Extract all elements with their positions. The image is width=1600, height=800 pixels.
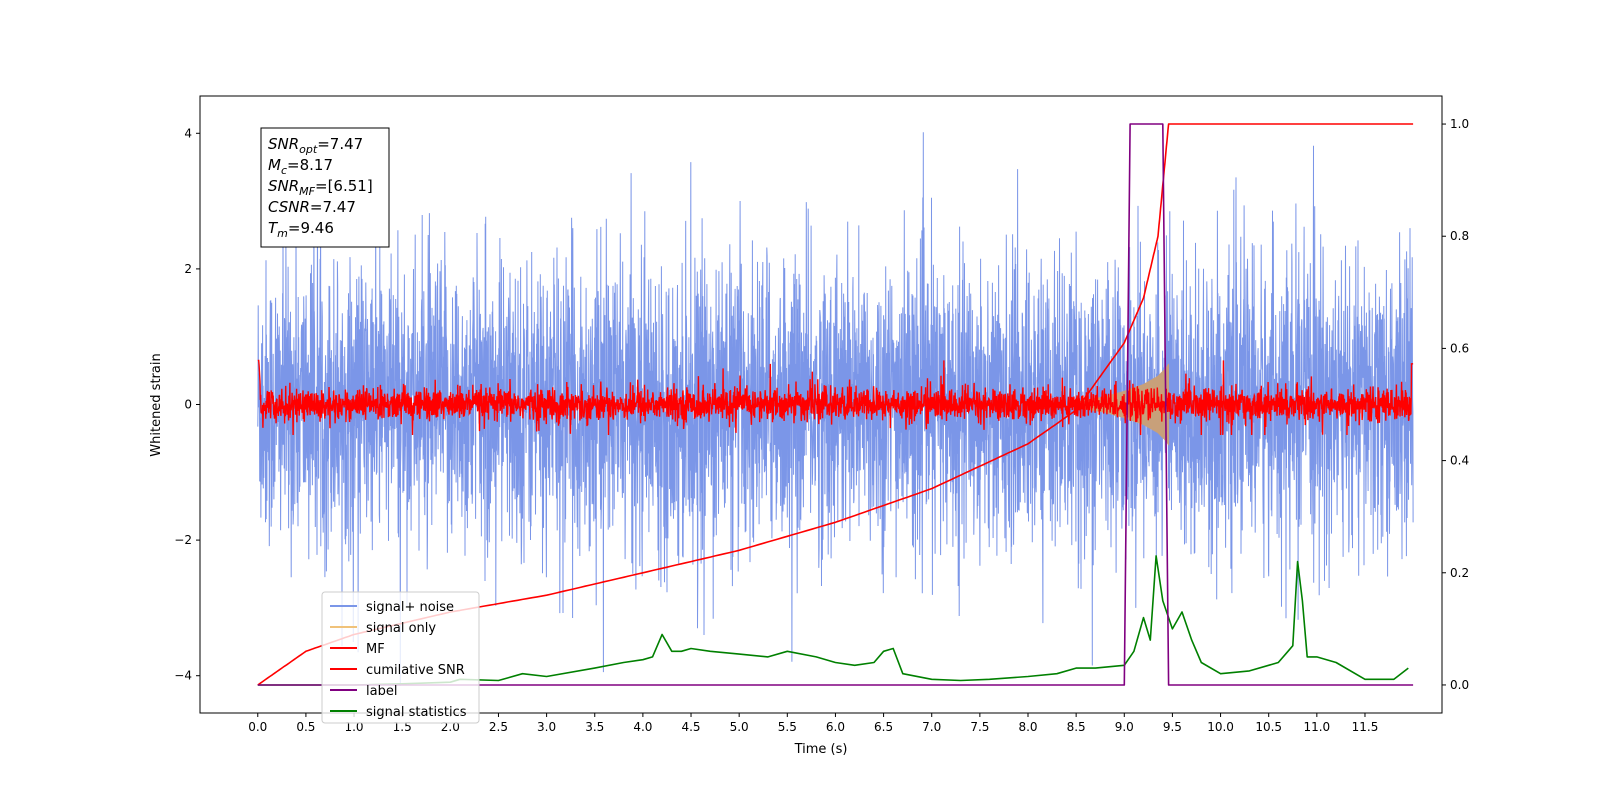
x-tick-label: 11.0 bbox=[1303, 720, 1330, 734]
series-signal-noise bbox=[257, 132, 1414, 686]
x-tick-label: 8.0 bbox=[1018, 720, 1037, 734]
y-axis-left: −4 −2 0 2 4 bbox=[174, 126, 200, 683]
mf-line bbox=[257, 359, 1414, 436]
x-tick-label: 5.0 bbox=[730, 720, 749, 734]
y-right-tick-label: 1.0 bbox=[1450, 117, 1469, 131]
x-tick-label: 10.5 bbox=[1255, 720, 1282, 734]
x-tick-label: 6.5 bbox=[874, 720, 893, 734]
legend-entry: label bbox=[366, 684, 397, 699]
x-tick-label: 8.5 bbox=[1067, 720, 1086, 734]
y-right-tick-label: 0.4 bbox=[1450, 454, 1469, 468]
x-tick-label: 5.5 bbox=[778, 720, 797, 734]
legend-entry: cumilative SNR bbox=[366, 663, 465, 678]
y-right-tick-label: 0.6 bbox=[1450, 341, 1469, 355]
legend-entry: signal only bbox=[366, 621, 436, 636]
x-tick-label: 0.0 bbox=[248, 720, 267, 734]
label-line bbox=[257, 123, 1414, 686]
y-right-tick-label: 0.0 bbox=[1450, 678, 1469, 692]
legend-entry: signal statistics bbox=[366, 705, 467, 720]
x-tick-label: 9.0 bbox=[1115, 720, 1134, 734]
x-tick-label: 4.0 bbox=[633, 720, 652, 734]
signal-noise-line bbox=[257, 132, 1414, 686]
x-tick-label: 3.0 bbox=[537, 720, 556, 734]
series-mf bbox=[257, 359, 1414, 436]
x-tick-label: 2.5 bbox=[489, 720, 508, 734]
y-right-tick-label: 0.8 bbox=[1450, 229, 1469, 243]
legend-frame bbox=[321, 591, 480, 724]
annotation-line: SNRopt=7.47 bbox=[268, 135, 363, 156]
signal-statistics-line bbox=[257, 555, 1409, 686]
y-left-tick-label: −2 bbox=[174, 533, 192, 547]
annotation-line: Tm=9.46 bbox=[268, 219, 334, 240]
x-tick-label: 6.0 bbox=[826, 720, 845, 734]
y-left-tick-label: 2 bbox=[184, 262, 192, 276]
annotation-frame bbox=[260, 127, 390, 248]
x-tick-label: 7.5 bbox=[970, 720, 989, 734]
y-left-tick-label: −4 bbox=[174, 669, 192, 683]
annotation-line: CSNR=7.47 bbox=[268, 198, 356, 216]
legend-entry: MF bbox=[366, 642, 385, 657]
legend-entry: signal+ noise bbox=[366, 600, 454, 615]
x-axis-label: Time (s) bbox=[794, 742, 848, 757]
y-right-tick-label: 0.2 bbox=[1450, 566, 1469, 580]
x-tick-label: 11.5 bbox=[1352, 720, 1379, 734]
x-tick-label: 4.5 bbox=[681, 720, 700, 734]
annotation-line: SNRMF=[6.51] bbox=[268, 177, 373, 198]
x-tick-label: 7.0 bbox=[922, 720, 941, 734]
y-left-tick-label: 4 bbox=[184, 126, 192, 140]
annotation-line: Mc=8.17 bbox=[268, 156, 333, 177]
y-axis-right: 0.0 0.2 0.4 0.6 0.8 1.0 bbox=[1442, 117, 1469, 692]
legend: signal+ noise signal only MF cumilative SNR… bbox=[321, 591, 480, 724]
x-tick-label: 0.5 bbox=[296, 720, 315, 734]
y-left-tick-label: 0 bbox=[184, 398, 192, 412]
y-axis-label: Whitened strain bbox=[149, 353, 164, 456]
x-tick-label: 9.5 bbox=[1163, 720, 1182, 734]
plot-area bbox=[257, 123, 1414, 686]
x-tick-label: 10.0 bbox=[1207, 720, 1234, 734]
x-tick-label: 3.5 bbox=[585, 720, 604, 734]
